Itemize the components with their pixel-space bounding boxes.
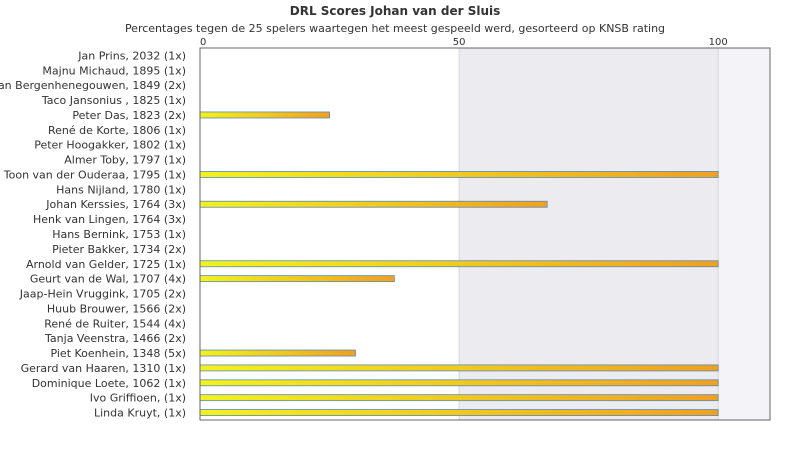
category-label: Hans Bernink, 1753 (1x) — [52, 228, 186, 241]
bar — [199, 394, 719, 402]
chart-subtitle: Percentages tegen de 25 spelers waartege… — [124, 22, 666, 35]
category-label: Piet Koenhein, 1348 (5x) — [50, 347, 186, 360]
category-label: Wim van Bergenhenegouwen, 1849 (2x) — [0, 79, 186, 92]
category-label: Geurt van de Wal, 1707 (4x) — [30, 273, 186, 286]
x-tick-label: 0 — [200, 37, 206, 48]
category-label: Dominique Loete, 1062 (1x) — [32, 377, 186, 390]
category-label: Almer Toby, 1797 (1x) — [64, 154, 186, 167]
plot-frame — [199, 47, 771, 421]
category-label: Pieter Bakker, 1734 (2x) — [52, 243, 186, 256]
category-label: René de Ruiter, 1544 (4x) — [44, 317, 186, 330]
x-tick-label: 100 — [709, 37, 728, 48]
plot-band — [459, 48, 719, 420]
category-label: Henk van Lingen, 1764 (3x) — [33, 213, 186, 226]
bar — [199, 260, 719, 268]
bar — [199, 275, 395, 283]
category-label: Ivo Griffioen, (1x) — [90, 392, 186, 405]
category-label: Jaap-Hein Vruggink, 1705 (2x) — [19, 288, 186, 301]
bar — [199, 200, 548, 208]
bar — [199, 409, 719, 416]
bar — [199, 171, 719, 178]
category-label: Johan Kerssies, 1764 (3x) — [45, 198, 186, 211]
category-label: Linda Kruyt, (1x) — [94, 407, 186, 420]
category-label: Tanja Veenstra, 1466 (2x) — [44, 332, 186, 345]
category-label: Peter Das, 1823 (2x) — [72, 109, 186, 122]
category-label: Peter Hoogakker, 1802 (1x) — [34, 139, 186, 152]
category-label: Gerard van Haaren, 1310 (1x) — [21, 362, 186, 375]
category-label: René de Korte, 1806 (1x) — [48, 124, 186, 137]
bar — [199, 111, 330, 119]
plot-band — [200, 48, 460, 420]
category-label: Arnold van Gelder, 1725 (1x) — [26, 258, 186, 271]
bar — [199, 379, 719, 387]
chart-title: DRL Scores Johan van der Sluis — [289, 4, 501, 18]
category-label: Majnu Michaud, 1895 (1x) — [42, 64, 186, 77]
category-label: Huub Brouwer, 1566 (2x) — [47, 302, 186, 315]
category-label: Jan Prins, 2032 (1x) — [77, 49, 186, 62]
plot-band — [718, 48, 770, 420]
category-label: Toon van der Ouderaa, 1795 (1x) — [3, 168, 186, 181]
bar — [199, 364, 719, 372]
bar — [199, 349, 356, 357]
category-label: Hans Nijland, 1780 (1x) — [56, 183, 186, 196]
category-label: Taco Jansonius , 1825 (1x) — [41, 94, 186, 107]
x-tick-label: 50 — [453, 37, 466, 48]
